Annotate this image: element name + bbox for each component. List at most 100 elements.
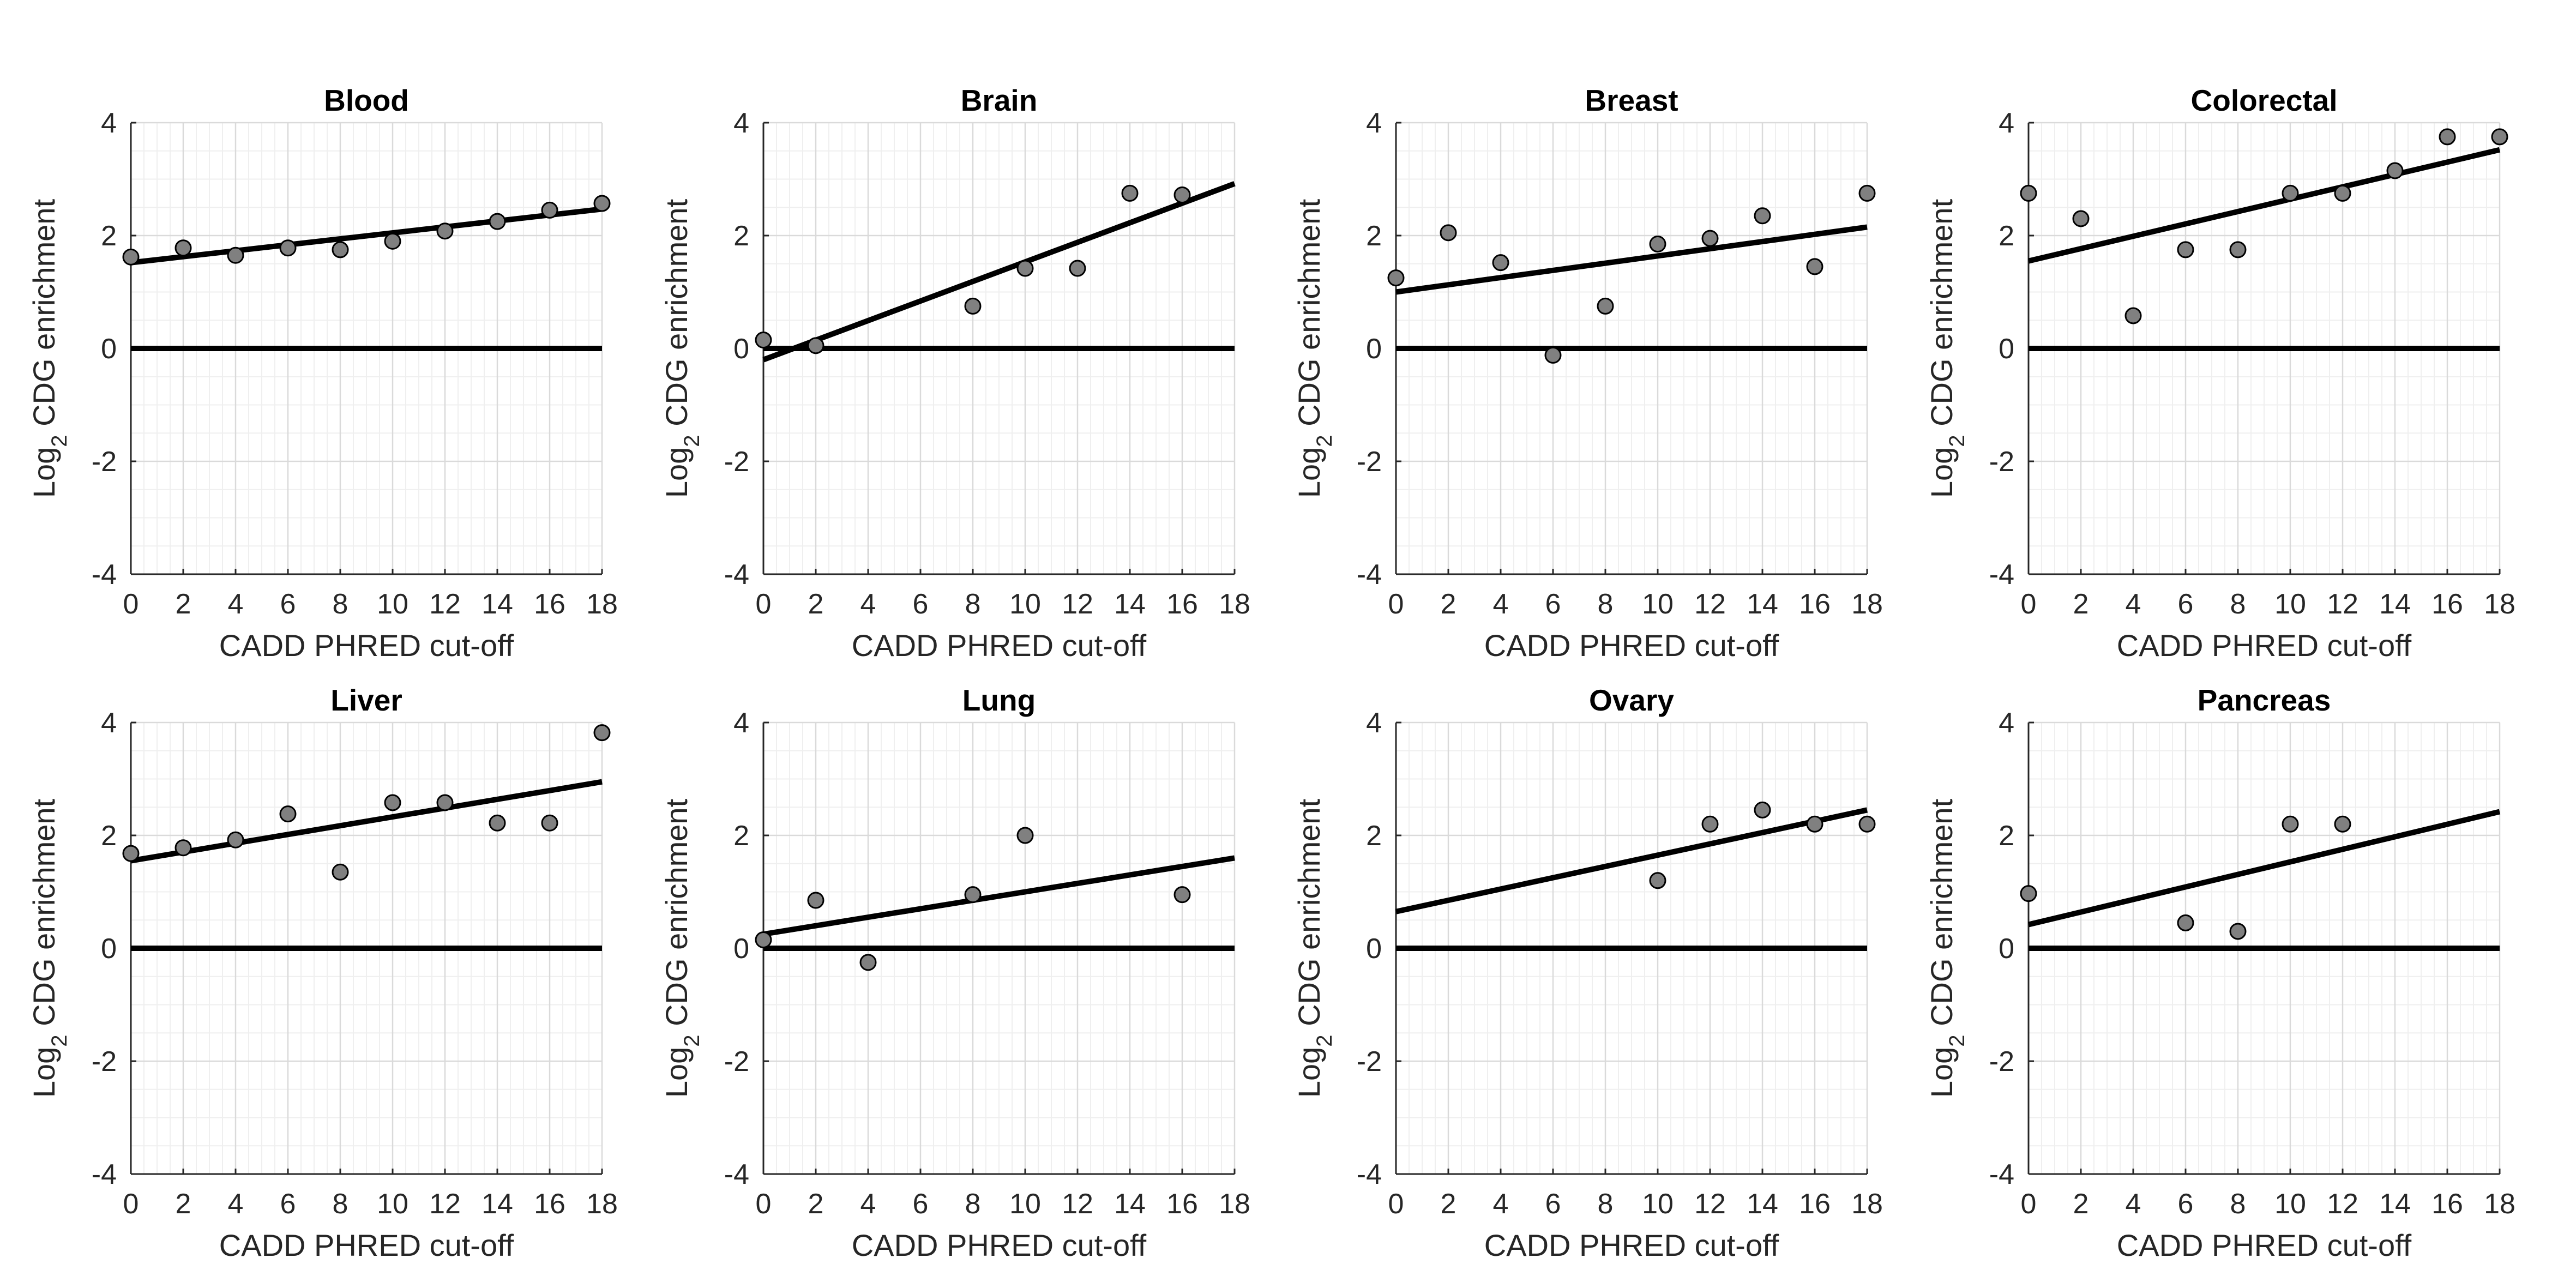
data-point bbox=[2334, 184, 2351, 202]
data-point bbox=[807, 337, 824, 354]
x-tick-label: 14 bbox=[1747, 588, 1778, 620]
y-tick-label: -2 bbox=[1989, 446, 2014, 478]
data-point bbox=[593, 195, 611, 212]
data-points bbox=[2020, 815, 2351, 940]
x-tick-label: 10 bbox=[1009, 588, 1041, 620]
y-axis-label: Log2 CDG enrichment bbox=[1924, 798, 1969, 1098]
y-tick-label: 0 bbox=[1999, 333, 2014, 365]
data-point bbox=[2229, 923, 2247, 940]
x-tick-label: 0 bbox=[756, 588, 772, 620]
data-point bbox=[227, 831, 244, 848]
data-point bbox=[859, 954, 877, 971]
data-point bbox=[1121, 184, 1139, 202]
x-tick-label: 14 bbox=[2379, 1188, 2411, 1220]
y-tick-label: 2 bbox=[1999, 820, 2014, 852]
data-point bbox=[1701, 230, 1719, 247]
y-tick-label: -2 bbox=[1357, 446, 1382, 478]
data-points bbox=[755, 827, 1191, 971]
y-tick-label: -2 bbox=[92, 1046, 117, 1078]
y-tick-label: 4 bbox=[733, 707, 749, 739]
x-tick-label: 10 bbox=[2274, 1188, 2306, 1220]
panel-title: Liver bbox=[330, 683, 402, 717]
x-tick-label: 2 bbox=[2073, 588, 2089, 620]
y-tick-label: 0 bbox=[733, 933, 749, 965]
y-axis-label: Log2 CDG enrichment bbox=[1292, 798, 1337, 1098]
data-points bbox=[122, 195, 611, 266]
x-tick-label: 16 bbox=[534, 588, 565, 620]
x-tick-label: 0 bbox=[2021, 1188, 2037, 1220]
x-tick-label: 8 bbox=[333, 1188, 348, 1220]
y-tick-label: -2 bbox=[724, 446, 749, 478]
x-tick-label: 18 bbox=[2484, 588, 2515, 620]
data-point bbox=[1069, 260, 1086, 277]
data-point bbox=[1387, 269, 1405, 287]
chart-panel-blood: 0 2 4 6 8 10 12 14 16 18 -4 -2 0 2 4 Blood CADD PHRED cu… bbox=[27, 83, 618, 663]
data-point bbox=[2124, 307, 2142, 324]
y-tick-label: -4 bbox=[1357, 1159, 1382, 1190]
data-point bbox=[2334, 815, 2351, 833]
data-point bbox=[489, 213, 506, 230]
x-tick-label: 12 bbox=[429, 588, 461, 620]
data-point bbox=[807, 892, 824, 909]
y-tick-label: -4 bbox=[1357, 559, 1382, 591]
x-tick-label: 2 bbox=[2073, 1188, 2089, 1220]
x-tick-label: 4 bbox=[228, 1188, 244, 1220]
data-point bbox=[1597, 297, 1614, 315]
x-tick-label: 16 bbox=[1799, 588, 1831, 620]
data-point bbox=[2177, 241, 2194, 258]
y-tick-label: 4 bbox=[101, 707, 117, 739]
data-point bbox=[964, 886, 982, 904]
x-axis-label: CADD PHRED cut-off bbox=[1484, 628, 1779, 663]
data-point bbox=[2439, 128, 2456, 146]
data-point bbox=[436, 794, 454, 811]
x-axis-label: CADD PHRED cut-off bbox=[2117, 628, 2412, 663]
x-tick-label: 0 bbox=[1388, 588, 1404, 620]
y-tick-label: 0 bbox=[101, 333, 117, 365]
x-tick-label: 18 bbox=[1219, 1188, 1250, 1220]
trend-line bbox=[2027, 147, 2501, 264]
y-tick-label: -4 bbox=[1989, 559, 2014, 591]
data-point bbox=[541, 814, 558, 832]
x-tick-label: 14 bbox=[1114, 588, 1146, 620]
x-tick-label: 12 bbox=[2327, 588, 2358, 620]
x-tick-label: 6 bbox=[913, 1188, 929, 1220]
x-tick-label: 8 bbox=[965, 588, 981, 620]
x-tick-label: 18 bbox=[2484, 1188, 2515, 1220]
y-axis-label: Log2 CDG enrichment bbox=[659, 798, 704, 1098]
data-point bbox=[489, 814, 506, 832]
x-axis-label: CADD PHRED cut-off bbox=[219, 628, 514, 663]
y-axis-label: Log2 CDG enrichment bbox=[659, 198, 704, 498]
x-tick-label: 2 bbox=[1441, 1188, 1456, 1220]
y-tick-label: 0 bbox=[1366, 933, 1382, 965]
x-tick-label: 0 bbox=[2021, 588, 2037, 620]
y-tick-label: 2 bbox=[101, 820, 117, 852]
trend-line bbox=[1395, 224, 1868, 295]
x-tick-label: 12 bbox=[1694, 1188, 1726, 1220]
data-point bbox=[2282, 184, 2299, 202]
x-tick-label: 6 bbox=[280, 588, 296, 620]
data-point bbox=[755, 931, 772, 948]
data-point bbox=[1649, 872, 1666, 889]
x-tick-label: 8 bbox=[965, 1188, 981, 1220]
data-point bbox=[1649, 236, 1666, 253]
x-tick-label: 0 bbox=[123, 588, 139, 620]
y-axis-label: Log2 CDG enrichment bbox=[1924, 198, 1969, 498]
data-point bbox=[174, 839, 192, 857]
y-tick-label: -4 bbox=[1989, 1159, 2014, 1190]
data-point bbox=[1754, 801, 1771, 818]
data-points bbox=[1649, 801, 1876, 889]
y-tick-label: 4 bbox=[733, 107, 749, 139]
data-point bbox=[122, 845, 140, 862]
x-tick-label: 18 bbox=[1851, 1188, 1883, 1220]
x-tick-label: 0 bbox=[1388, 1188, 1404, 1220]
y-tick-label: 4 bbox=[1999, 707, 2014, 739]
y-tick-label: 4 bbox=[1366, 107, 1382, 139]
x-axis-label: CADD PHRED cut-off bbox=[2117, 1228, 2412, 1262]
x-tick-label: 8 bbox=[2230, 588, 2246, 620]
x-tick-label: 14 bbox=[2379, 588, 2411, 620]
y-tick-label: 4 bbox=[1366, 707, 1382, 739]
data-point bbox=[2072, 210, 2090, 227]
y-axis-label: Log2 CDG enrichment bbox=[27, 198, 71, 498]
y-tick-label: 2 bbox=[1999, 220, 2014, 252]
